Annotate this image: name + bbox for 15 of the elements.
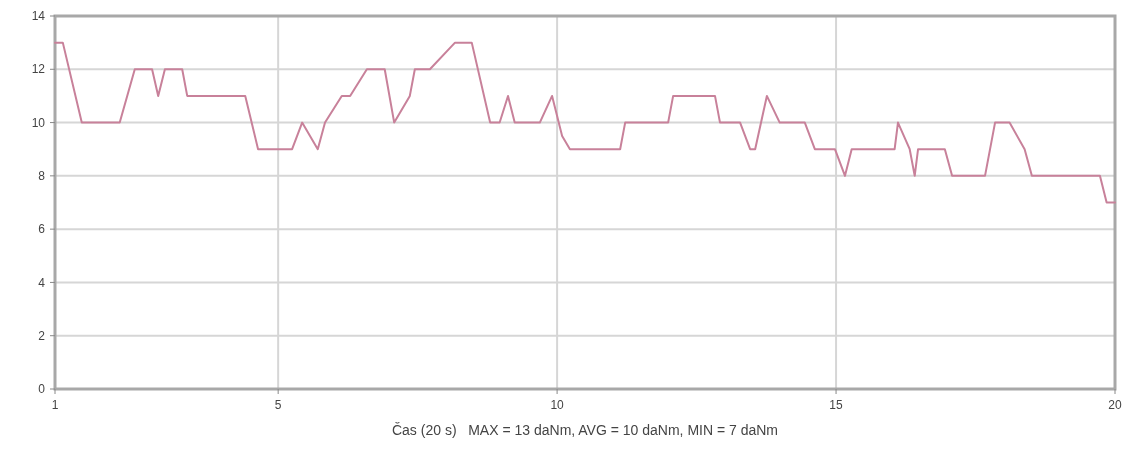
y-tick-label: 14 bbox=[31, 9, 46, 24]
x-axis-title: Čas (20 s) MAX = 13 daNm, AVG = 10 daNm, MIN = 7 daNm bbox=[391, 422, 779, 438]
x-tick-label: 15 bbox=[829, 398, 844, 412]
y-tick-label: 12 bbox=[31, 62, 46, 77]
x-tick-label: 1 bbox=[51, 398, 59, 412]
y-tick-label: 0 bbox=[38, 382, 46, 397]
y-tick-label: 2 bbox=[38, 328, 46, 343]
y-tick-label: 8 bbox=[38, 169, 46, 184]
y-tick-label: 6 bbox=[38, 222, 46, 237]
y-tick-label: 4 bbox=[38, 275, 46, 290]
line-series bbox=[54, 41, 1116, 204]
y-tick-label: 10 bbox=[31, 115, 46, 130]
x-tick-label: 20 bbox=[1108, 398, 1122, 412]
x-tick-label: 5 bbox=[274, 398, 282, 412]
x-tick-label: 10 bbox=[550, 398, 565, 412]
